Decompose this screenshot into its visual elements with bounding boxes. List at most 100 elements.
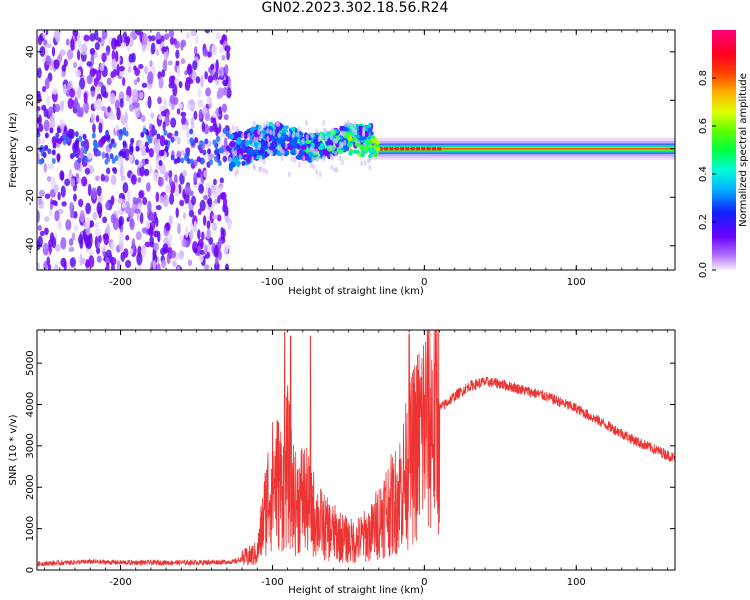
spectrogram-cell (49, 119, 56, 129)
spectrogram-cell (47, 163, 54, 170)
spectrogram-cell (88, 255, 95, 268)
spectrogram-cell (182, 212, 187, 220)
spectrogram-cell (266, 121, 270, 128)
spectrogram-cell (87, 183, 92, 197)
spectrogram-cell (51, 236, 57, 249)
spectrogram-cell (189, 158, 194, 165)
spectrogram-cell (127, 65, 132, 74)
spectrogram-cell (234, 130, 241, 139)
spectrogram-cell (258, 135, 262, 142)
spectrogram-cell (128, 53, 134, 63)
spectrogram-cell (266, 148, 270, 155)
y-tick-label: -40 (25, 238, 36, 254)
spectrogram-cell (95, 142, 100, 149)
spectrogram-cell (97, 150, 102, 157)
spectrogram-cell (231, 124, 235, 131)
spectrogram-cell (281, 129, 289, 133)
spectrogram-cell (360, 149, 366, 155)
spectrogram-cell (47, 263, 52, 270)
spectrogram-cell (373, 152, 379, 158)
spectrogram-cell (100, 173, 106, 182)
spectrogram-cell (193, 171, 198, 183)
spectrogram-cell (57, 191, 61, 201)
spectrogram-cell (88, 250, 94, 258)
spectrogram-cell (51, 149, 56, 156)
spectrogram-cell (60, 237, 67, 250)
y-tick-label: 5000 (25, 350, 36, 375)
spectrogram-cell (54, 210, 60, 222)
spectrogram-cell (46, 95, 51, 107)
spectrogram-cell (92, 211, 98, 221)
spectrogram-cell (165, 183, 171, 194)
spectrogram-cell (195, 35, 199, 44)
spectrogram-cell (241, 160, 246, 166)
spectrogram-cell (134, 104, 141, 118)
spectrogram-cell (259, 125, 263, 132)
spectrogram-cell (64, 178, 71, 187)
spectrogram-cell (316, 156, 320, 163)
spectrogram-cell (197, 144, 202, 151)
spectrogram-cell (197, 88, 202, 98)
spectrogram-cell (341, 130, 345, 137)
spectrogram-cell (210, 184, 216, 194)
spectrogram-cell (330, 154, 334, 161)
spectrogram-cell (130, 137, 135, 144)
spectrogram-cell (194, 137, 199, 144)
spectrogram-cell (222, 127, 227, 134)
spectrogram-cell (56, 127, 61, 134)
spectrogram-cell (215, 59, 219, 73)
spectrogram-cell (131, 238, 136, 252)
spectrogram-cell (138, 63, 144, 70)
spectrogram-cell (96, 255, 102, 263)
spectrogram-cell (263, 122, 267, 129)
spectrogram-cell (63, 58, 68, 67)
spectrogram-cell (279, 147, 283, 154)
spectrogram-cell (72, 151, 77, 158)
spectrogram-cell (106, 77, 112, 86)
spectrogram-cell (209, 210, 215, 224)
y-tick-label: 3000 (25, 433, 36, 458)
spectrogram-cell (244, 139, 250, 147)
spectrogram-cell (257, 129, 261, 136)
spectrogram-cell (247, 148, 253, 153)
spectrogram-cell (103, 233, 110, 246)
spectrogram-cell (136, 252, 143, 266)
spectrogram-cell (219, 66, 225, 78)
spectrogram-cell (185, 31, 191, 39)
spectrogram-cell (229, 140, 236, 148)
spectrogram-cell (102, 216, 108, 224)
spectrogram-cell (111, 262, 115, 270)
spectrogram-cell (137, 176, 142, 183)
spectrogram-cell (147, 137, 152, 144)
spectrogram-cell (283, 125, 289, 130)
x-tick-label: 0 (421, 577, 427, 588)
spectrogram-cell (158, 176, 164, 187)
spectrogram-cell (73, 96, 78, 110)
spectrogram-cell (212, 139, 217, 146)
spectrogram-cell (144, 141, 149, 148)
spectrogram-cell (114, 50, 119, 63)
spectrogram-cell (255, 136, 259, 143)
spectrogram-cell (149, 60, 153, 68)
spectrogram-cell (198, 183, 205, 194)
spectrogram-cell (358, 125, 363, 131)
spectrogram-cell (141, 82, 148, 88)
spectrogram-cell (86, 61, 92, 67)
spectrogram-cell (348, 151, 353, 156)
spectrogram-cell (333, 166, 337, 173)
spectrogram-cell (44, 193, 51, 199)
spectrogram-cell (172, 260, 177, 268)
spectrogram-cell (217, 238, 222, 251)
spectrogram-cell (93, 146, 98, 153)
spectrogram-cell (310, 132, 314, 139)
spectrogram-cell (79, 77, 86, 90)
spectrogram-cell (43, 108, 49, 118)
spectrogram-cell (59, 49, 66, 56)
spectrogram-cell (228, 156, 232, 163)
spectrogram-cell (354, 142, 360, 147)
spectrogram-cell (160, 150, 165, 157)
spectrogram-cell (181, 238, 187, 248)
spectrogram-cell (101, 151, 106, 160)
spectrogram-cell (207, 187, 212, 198)
